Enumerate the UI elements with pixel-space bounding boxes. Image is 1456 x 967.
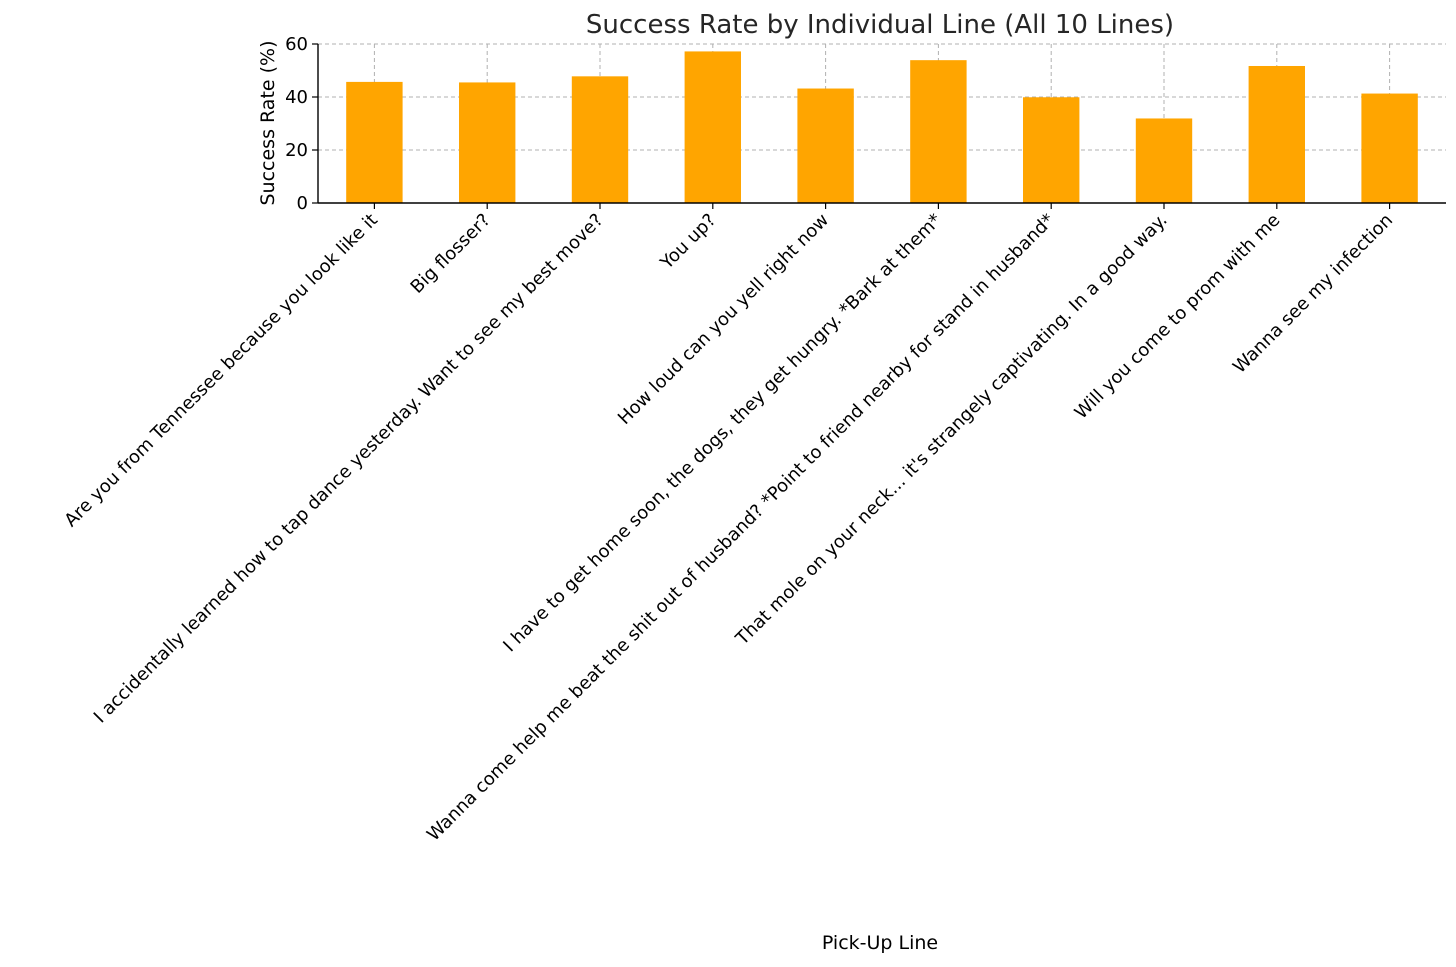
x-axis-label: Pick-Up Line — [822, 932, 938, 954]
x-tick-label: I have to get home soon, the dogs, they … — [499, 210, 946, 657]
x-tick-label: I accidentally learned how to tap dance … — [90, 210, 608, 728]
y-tick-labels: 0 20 40 60 — [285, 34, 308, 214]
x-tick-label: That mole on your neck... it's strangely… — [731, 210, 1171, 650]
bar — [346, 81, 403, 203]
y-axis-label: Success Rate (%) — [257, 40, 279, 205]
bar — [910, 60, 967, 203]
x-tick-labels: Are you from Tennessee because you look … — [60, 210, 1397, 846]
x-tick-label: Big flosser? — [407, 210, 495, 298]
y-tick-label: 0 — [297, 193, 308, 214]
y-tick-label: 60 — [285, 34, 308, 55]
bar — [797, 88, 854, 203]
axes — [312, 43, 1446, 209]
bar — [1023, 97, 1080, 203]
x-tick-label: You up? — [656, 210, 720, 274]
y-tick-label: 40 — [285, 87, 308, 108]
chart-title: Success Rate by Individual Line (All 10 … — [586, 10, 1174, 40]
bar — [1135, 118, 1193, 203]
x-tick-label: How loud can you yell right now — [614, 210, 833, 429]
bar — [1248, 65, 1305, 204]
bar — [459, 82, 516, 203]
bar — [1361, 93, 1418, 203]
bars — [346, 51, 1418, 204]
bar — [571, 76, 629, 203]
bar — [684, 51, 741, 203]
x-tick-label: Will you come to prom with me — [1071, 210, 1285, 424]
y-tick-label: 20 — [285, 140, 308, 161]
